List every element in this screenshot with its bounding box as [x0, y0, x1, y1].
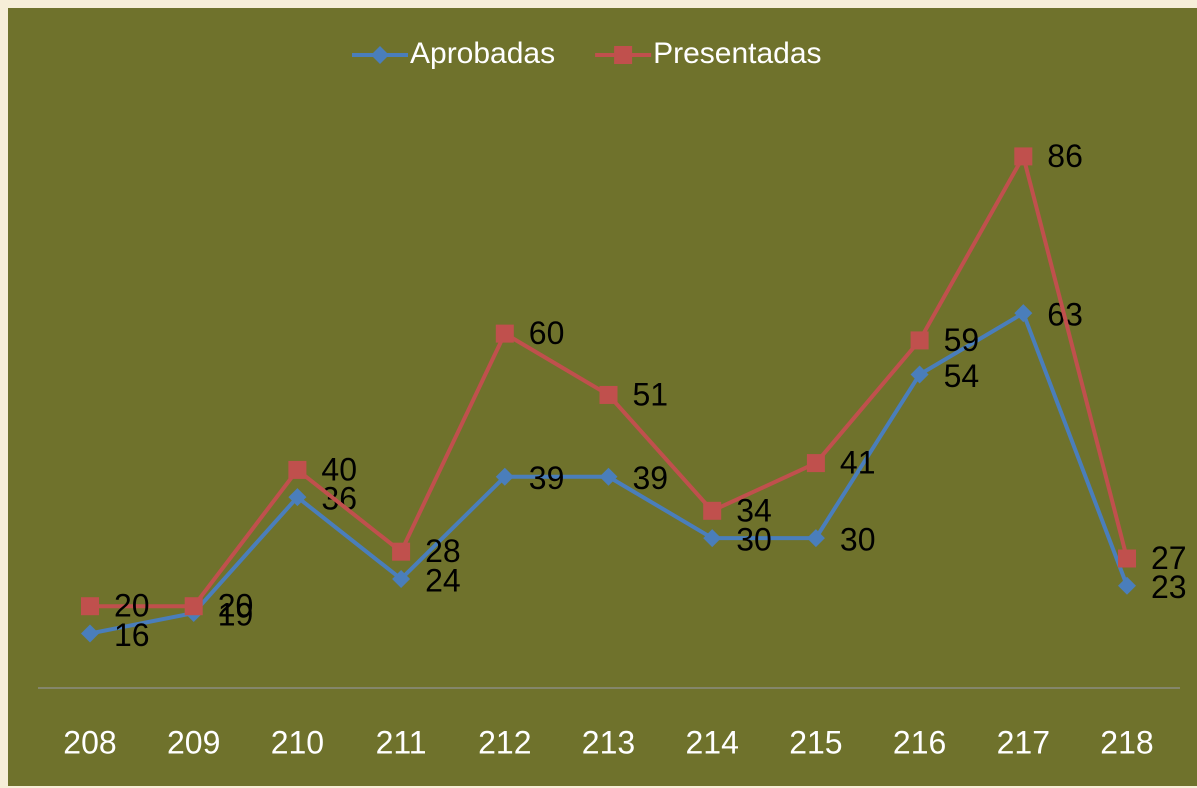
data-label: 20: [114, 588, 150, 624]
x-tick-label: 208: [63, 724, 116, 760]
marker: [495, 324, 514, 343]
marker: [910, 331, 929, 350]
data-label: 39: [529, 460, 565, 496]
legend-marker: [371, 46, 389, 64]
x-tick-label: 216: [893, 724, 946, 760]
data-label: 39: [633, 460, 669, 496]
x-tick-label: 218: [1100, 724, 1153, 760]
marker: [703, 529, 722, 548]
marker: [703, 501, 722, 520]
data-label: 86: [1047, 138, 1083, 174]
x-tick-label: 214: [686, 724, 739, 760]
legend-label: Presentadas: [653, 37, 821, 70]
data-label: 19: [218, 596, 254, 632]
x-tick-label: 212: [478, 724, 531, 760]
data-label: 40: [321, 451, 357, 487]
marker: [1014, 304, 1033, 323]
data-label: 41: [840, 445, 876, 481]
data-label: 23: [1151, 569, 1187, 605]
marker: [599, 385, 618, 404]
data-label: 34: [736, 492, 772, 528]
x-tick-label: 210: [271, 724, 324, 760]
data-label: 27: [1151, 540, 1187, 576]
marker: [288, 488, 307, 507]
marker: [81, 624, 99, 643]
data-label: 54: [944, 358, 980, 394]
x-tick-label: 215: [789, 724, 842, 760]
marker: [184, 597, 203, 616]
legend-label: Aprobadas: [410, 37, 555, 70]
x-tick-label: 217: [997, 724, 1050, 760]
marker: [288, 460, 307, 479]
marker: [1118, 549, 1136, 568]
marker: [392, 569, 411, 588]
marker: [599, 467, 618, 486]
data-label: 24: [425, 562, 461, 598]
marker: [1118, 576, 1136, 595]
data-label: 28: [425, 533, 461, 569]
marker: [1014, 147, 1033, 166]
x-tick-label: 211: [376, 724, 427, 760]
legend-marker: [614, 46, 633, 64]
marker: [910, 365, 929, 384]
x-tick-label: 213: [582, 724, 635, 760]
marker: [806, 529, 825, 548]
marker: [81, 597, 99, 616]
marker: [495, 467, 514, 486]
data-label: 59: [944, 322, 980, 358]
data-label: 30: [736, 522, 772, 558]
data-label: 20: [218, 588, 254, 624]
x-tick-label: 209: [167, 724, 220, 760]
data-label: 30: [840, 522, 876, 558]
data-label: 51: [633, 376, 669, 412]
marker: [392, 542, 411, 561]
marker: [806, 454, 825, 473]
data-label: 16: [114, 617, 150, 653]
data-label: 60: [529, 315, 565, 351]
